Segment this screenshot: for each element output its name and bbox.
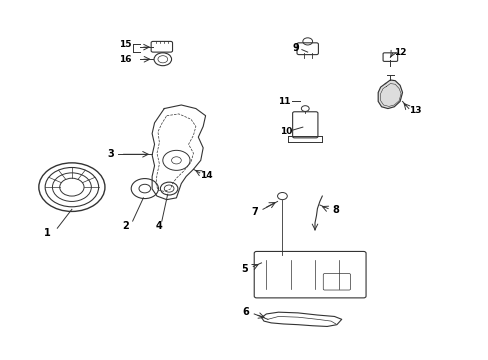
Text: 15: 15 [119,40,131,49]
Text: 6: 6 [242,307,249,317]
Text: 16: 16 [119,55,131,64]
Text: 10: 10 [279,127,291,136]
Text: 9: 9 [292,43,298,53]
Text: 1: 1 [44,228,51,238]
Text: 12: 12 [393,48,406,57]
Text: 13: 13 [408,106,421,115]
Text: 11: 11 [278,97,290,106]
Polygon shape [377,80,402,109]
Text: 14: 14 [200,171,212,180]
Text: 5: 5 [241,264,247,274]
Text: 3: 3 [107,149,114,159]
Text: 8: 8 [332,205,339,215]
Text: 4: 4 [156,221,163,231]
Text: 2: 2 [122,221,128,231]
Text: 7: 7 [251,207,258,217]
